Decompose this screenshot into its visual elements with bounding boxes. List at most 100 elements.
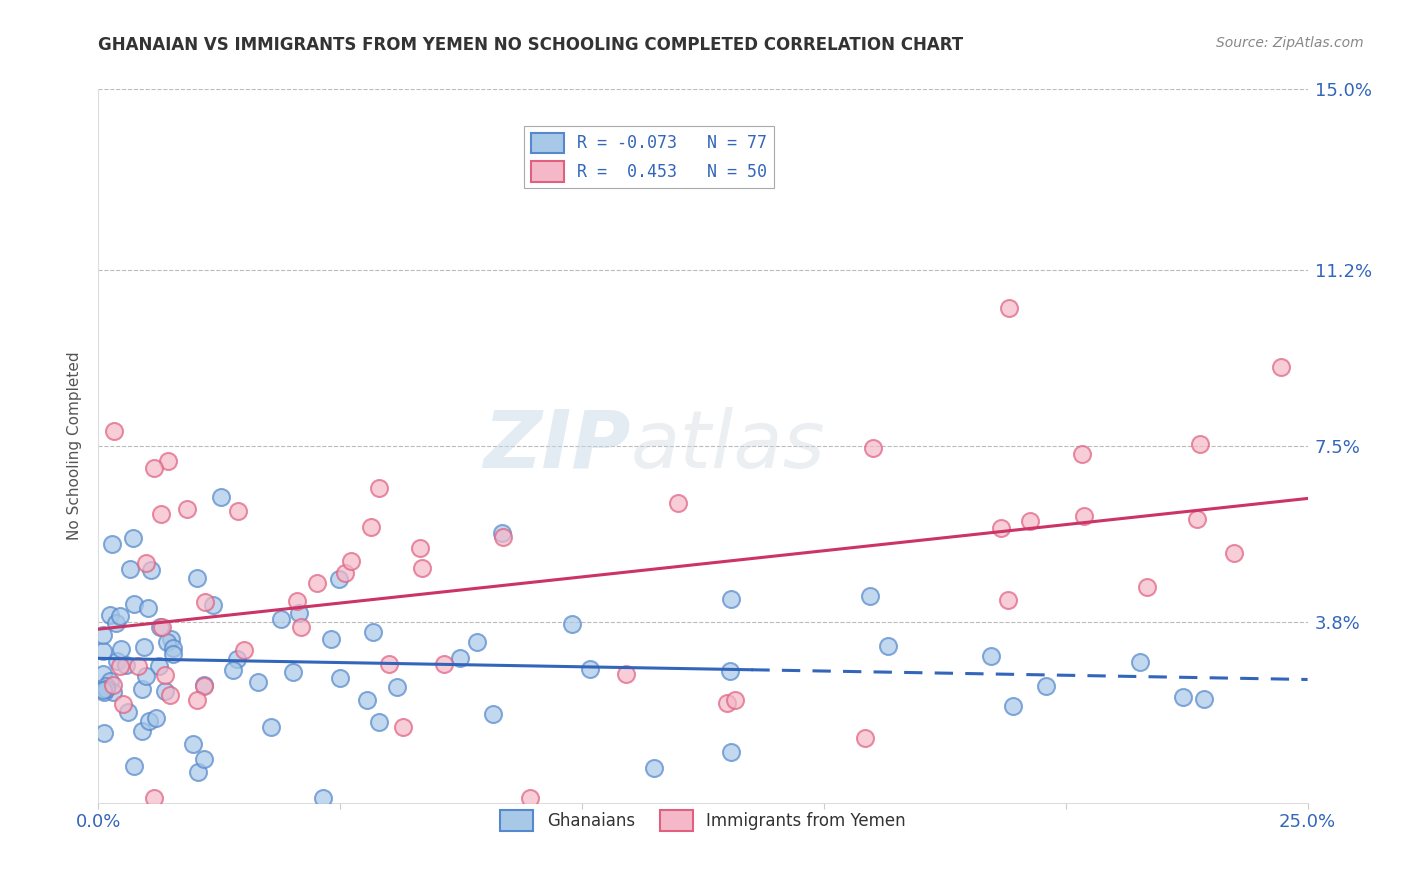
Point	[131, 724, 153, 739]
Point	[91, 627, 114, 641]
Point	[356, 692, 378, 706]
Point	[91, 682, 114, 697]
Point	[1223, 546, 1246, 560]
Point	[156, 454, 179, 468]
Point	[176, 501, 198, 516]
Point	[328, 572, 350, 586]
Point	[288, 606, 311, 620]
Point	[385, 681, 408, 695]
Point	[108, 659, 131, 673]
Legend: Ghanaians, Immigrants from Yemen: Ghanaians, Immigrants from Yemen	[494, 804, 912, 838]
Point	[482, 706, 505, 721]
Point	[877, 639, 900, 653]
Point	[281, 665, 304, 679]
Point	[187, 764, 209, 779]
Point	[226, 504, 249, 518]
Point	[862, 441, 884, 455]
Point	[491, 526, 513, 541]
Point	[131, 681, 153, 696]
Point	[118, 561, 141, 575]
Point	[101, 678, 124, 692]
Point	[329, 671, 352, 685]
Point	[122, 597, 145, 611]
Point	[139, 563, 162, 577]
Point	[181, 737, 204, 751]
Point	[194, 595, 217, 609]
Point	[368, 481, 391, 495]
Text: ZIP: ZIP	[484, 407, 630, 485]
Point	[720, 592, 742, 607]
Point	[361, 624, 384, 639]
Point	[319, 632, 342, 647]
Point	[105, 615, 128, 630]
Point	[614, 667, 637, 681]
Point	[1071, 447, 1094, 461]
Point	[155, 684, 177, 698]
Point	[149, 507, 172, 521]
Point	[716, 697, 738, 711]
Point	[110, 641, 132, 656]
Point	[209, 491, 232, 505]
Point	[290, 620, 312, 634]
Y-axis label: No Schooling Completed: No Schooling Completed	[67, 351, 83, 541]
Point	[339, 554, 361, 568]
Point	[433, 657, 456, 672]
Point	[142, 791, 165, 805]
Point	[285, 594, 308, 608]
Point	[162, 641, 184, 656]
Point	[307, 576, 329, 591]
Point	[186, 571, 208, 585]
Point	[103, 424, 125, 438]
Point	[101, 537, 124, 551]
Point	[135, 557, 157, 571]
Point	[1073, 509, 1095, 524]
Point	[193, 679, 215, 693]
Point	[1185, 512, 1208, 526]
Point	[145, 710, 167, 724]
Point	[93, 684, 115, 698]
Point	[998, 301, 1021, 316]
Text: atlas: atlas	[630, 407, 825, 485]
Point	[1270, 359, 1292, 374]
Point	[193, 678, 215, 692]
Point	[115, 657, 138, 672]
Point	[121, 531, 143, 545]
Point	[186, 693, 208, 707]
Point	[409, 541, 432, 555]
Point	[411, 561, 433, 575]
Point	[159, 688, 181, 702]
Point	[202, 599, 225, 613]
Point	[492, 530, 515, 544]
Point	[1035, 679, 1057, 693]
Point	[1129, 655, 1152, 669]
Point	[720, 745, 742, 759]
Point	[107, 654, 129, 668]
Point	[859, 589, 882, 603]
Point	[138, 600, 160, 615]
Text: Source: ZipAtlas.com: Source: ZipAtlas.com	[1216, 36, 1364, 50]
Point	[132, 640, 155, 654]
Point	[643, 761, 665, 775]
Point	[152, 620, 174, 634]
Point	[997, 593, 1019, 607]
Point	[579, 663, 602, 677]
Point	[142, 460, 165, 475]
Point	[91, 667, 114, 681]
Point	[1192, 692, 1215, 706]
Point	[135, 668, 157, 682]
Point	[117, 705, 139, 719]
Point	[1136, 580, 1159, 594]
Point	[96, 679, 118, 693]
Point	[93, 726, 115, 740]
Point	[108, 608, 131, 623]
Point	[156, 634, 179, 648]
Point	[91, 644, 114, 658]
Point	[103, 685, 125, 699]
Point	[98, 607, 121, 622]
Point	[96, 682, 118, 697]
Point	[312, 791, 335, 805]
Point	[270, 612, 292, 626]
Point	[1019, 514, 1042, 528]
Point	[1188, 437, 1211, 451]
Point	[723, 693, 745, 707]
